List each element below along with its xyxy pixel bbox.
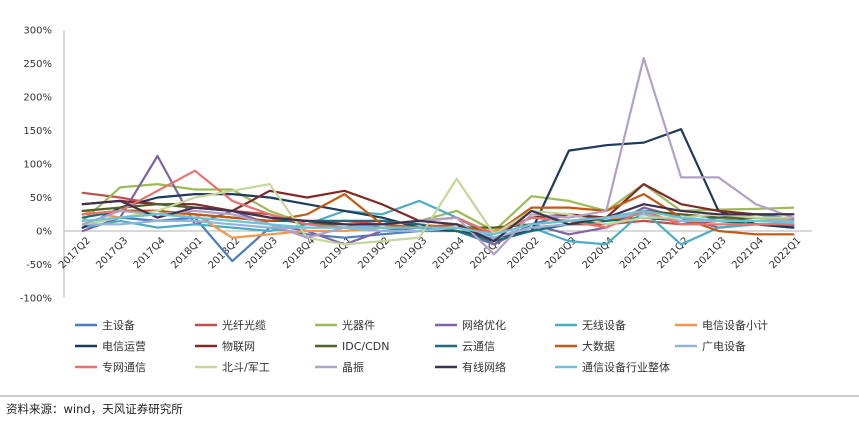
x-tick-label: 2019Q3 [394,235,430,271]
legend-label: 物联网 [222,339,255,353]
x-tick-label: 2017Q2 [57,235,93,271]
legend-label: 光纤光缆 [222,318,266,332]
y-tick-label: 200% [23,93,52,104]
y-tick-label: 150% [23,126,52,137]
legend-label: 无线设备 [582,318,626,332]
legend-label: 北斗/军工 [222,361,270,374]
x-tick-label: 2018Q4 [281,235,317,271]
x-tick-label: 2017Q3 [94,235,130,271]
series-line-15 [81,199,795,243]
legend-item: 网络优化 [435,318,506,332]
legend-label: 光器件 [342,318,375,332]
series-line-2 [81,183,795,233]
series-layer [81,56,795,263]
source-note: 资料来源：wind，天风证券研究所 [6,402,183,416]
legend-label: 专网通信 [102,360,146,374]
legend-item: 云通信 [435,340,495,353]
y-tick-label: 0% [36,227,52,238]
axis-layer: 300% 250% 200% 150% 100% 50% 0% -50% -100% 2017Q2… [20,26,812,305]
legend-item: 广电设备 [675,339,746,353]
series-line-14 [81,56,795,256]
legend-item: 有线网络 [435,360,506,374]
legend-item: 无线设备 [555,318,626,332]
x-tick-label: 2021Q3 [693,235,729,271]
legend-label: 有线网络 [462,360,506,374]
legend-label: 电信设备小计 [702,318,768,332]
x-tick-label: 2019Q4 [431,235,467,271]
legend-label: 大数据 [582,339,615,353]
legend-label: 电信运营 [102,339,146,353]
legend-item: 大数据 [555,339,615,353]
y-tick-label: 50% [30,193,52,204]
x-tick-label: 2020Q2 [506,235,542,271]
y-tick-label: 250% [23,59,52,70]
legend-label: 晶振 [342,360,364,374]
legend-item: 电信运营 [75,339,146,353]
legend-label: 通信设备行业整体 [582,360,670,374]
legend-item: 北斗/军工 [195,361,270,374]
legend-item: 晶振 [315,360,364,374]
x-tick-label: 2021Q4 [730,235,766,271]
legend-label: IDC/CDN [342,340,389,353]
series-line-16 [81,209,795,236]
legend-item: 光纤光缆 [195,318,266,332]
y-tick-label: 300% [23,26,52,37]
legend-item: 光器件 [315,318,375,332]
legend-item: 通信设备行业整体 [555,360,670,374]
y-tick-label: 100% [23,160,52,171]
y-tick-label: -100% [20,294,52,305]
legend-item: 主设备 [75,318,135,332]
legend-label: 主设备 [102,318,135,332]
legend-label: 广电设备 [702,339,746,353]
legend-item: IDC/CDN [315,340,389,353]
x-tick-label: 2017Q4 [132,235,168,271]
legend-item: 电信设备小计 [675,318,768,332]
series-line-10 [81,193,795,236]
x-tick-label: 2022Q1 [768,235,804,271]
x-tick-label: 2021Q1 [618,235,654,271]
x-tick-label: 2021Q2 [655,235,691,271]
legend-item: 物联网 [195,339,255,353]
x-tick-label: 2018Q3 [244,235,280,271]
legend-label: 网络优化 [462,318,506,332]
y-tick-label: -50% [26,260,52,271]
x-tick-label: 2018Q1 [169,235,205,271]
series-line-11 [81,213,795,239]
legend-label: 云通信 [462,340,495,353]
legend-item: 专网通信 [75,360,146,374]
